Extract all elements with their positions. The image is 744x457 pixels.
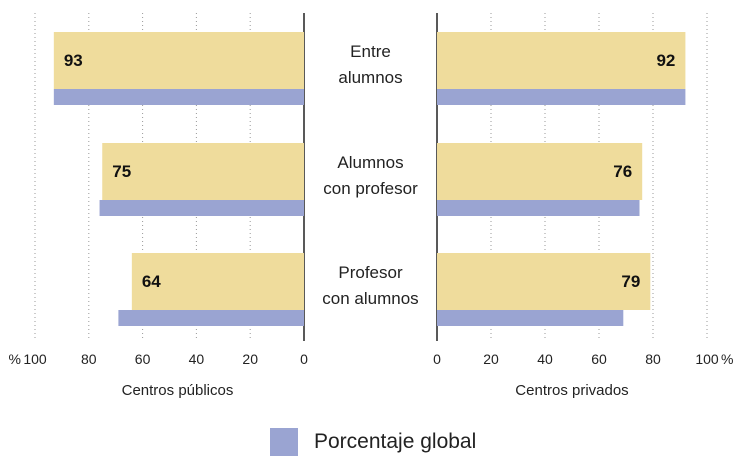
tick-left-20: 20 xyxy=(242,351,258,367)
bar-main-right-1 xyxy=(437,143,643,200)
bar-main-right-0 xyxy=(437,32,686,89)
category-label-1-0: Alumnos xyxy=(337,153,403,172)
legend: Porcentaje global xyxy=(270,427,476,457)
bar-global-right-1 xyxy=(437,200,640,216)
category-label-2-0: Profesor xyxy=(338,263,403,282)
bar-global-left-2 xyxy=(118,310,304,326)
data-label-left-0: 93 xyxy=(64,51,83,70)
unit-label-right: % xyxy=(721,351,733,367)
data-label-left-2: 64 xyxy=(142,272,161,291)
tick-right-100: 100 xyxy=(695,351,719,367)
data-label-right-2: 79 xyxy=(621,272,640,291)
legend-label-global: Porcentaje global xyxy=(314,430,477,453)
category-label-0-0: Entre xyxy=(350,42,391,61)
tick-right-40: 40 xyxy=(537,351,553,367)
bar-main-right-2 xyxy=(437,253,651,310)
tick-left-60: 60 xyxy=(135,351,151,367)
panel-title-left: Centros públicos xyxy=(122,382,234,399)
panel-title-right: Centros privados xyxy=(515,382,628,399)
legend-swatch-global xyxy=(270,428,298,456)
tick-left-100: 100 xyxy=(23,351,47,367)
tick-right-20: 20 xyxy=(483,351,499,367)
bar-main-left-2 xyxy=(131,253,304,310)
tick-right-0: 0 xyxy=(433,351,441,367)
bar-main-left-0 xyxy=(53,32,304,89)
bar-main-left-1 xyxy=(102,143,304,200)
unit-label-left: % xyxy=(9,351,21,367)
tick-right-80: 80 xyxy=(645,351,661,367)
bar-global-right-0 xyxy=(437,89,686,105)
tick-left-80: 80 xyxy=(81,351,97,367)
data-label-right-1: 76 xyxy=(613,162,632,181)
bar-global-left-1 xyxy=(99,200,304,216)
data-label-left-1: 75 xyxy=(112,162,131,181)
category-label-2-1: con alumnos xyxy=(322,289,418,308)
tick-left-0: 0 xyxy=(300,351,308,367)
tick-right-60: 60 xyxy=(591,351,607,367)
bar-global-right-2 xyxy=(437,310,624,326)
category-label-0-1: alumnos xyxy=(338,68,402,87)
category-label-1-1: con profesor xyxy=(323,179,418,198)
bar-global-left-0 xyxy=(53,89,304,105)
data-label-right-0: 92 xyxy=(656,51,675,70)
tick-left-40: 40 xyxy=(189,351,205,367)
